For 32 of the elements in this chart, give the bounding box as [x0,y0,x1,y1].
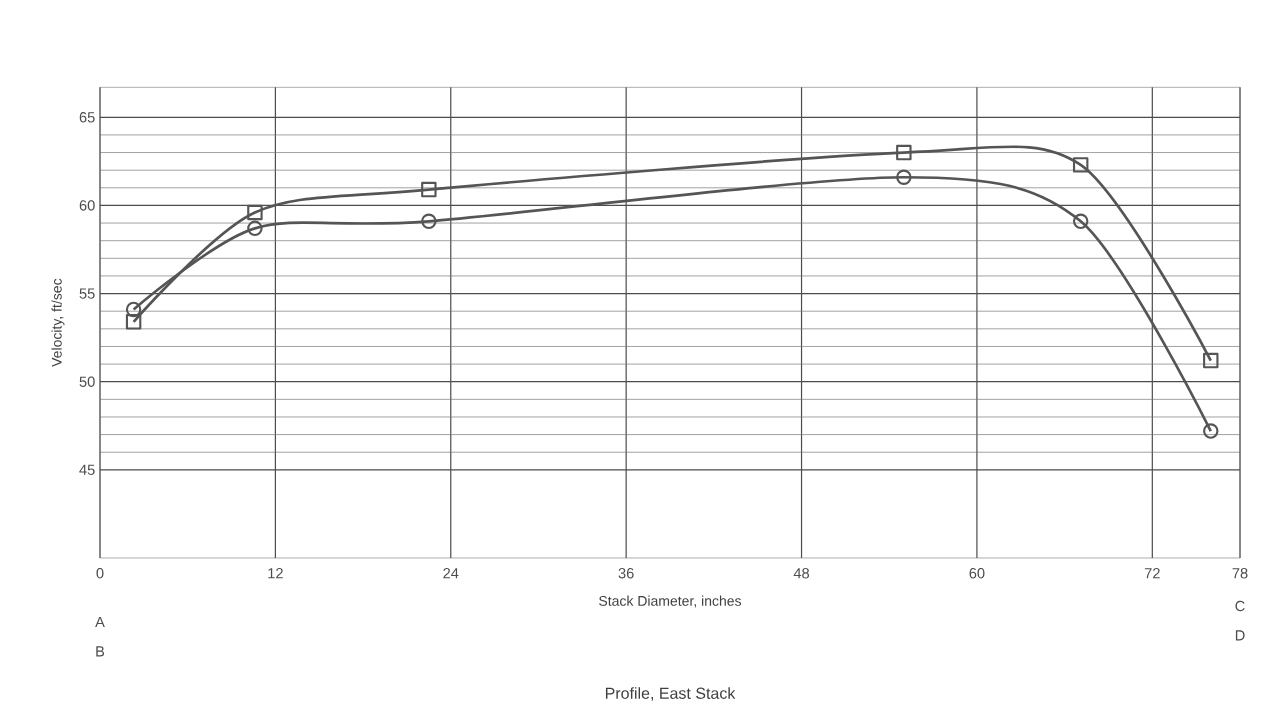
point [896,144,912,161]
y-axis-title: Velocity, ft/sec [51,278,65,367]
point [1203,423,1219,439]
text: A [95,616,105,628]
text: Profile, East Stack [605,687,736,701]
x-tick-label: 24 [443,568,459,579]
point [896,169,912,185]
point [1072,157,1089,173]
point [421,181,437,198]
y-tick-label: 55 [79,288,95,299]
x-tick-label: 60 [969,568,985,579]
y-tick-label: 45 [79,464,95,475]
x-tick-label: 36 [618,568,634,579]
text: B [96,646,105,657]
point [125,314,142,330]
text: C [1235,600,1245,612]
y-tick-label: 50 [79,376,95,387]
point [421,213,437,230]
x-tick-label: 12 [268,568,283,579]
text: D [1235,630,1245,641]
x-tick-label: 48 [793,568,810,579]
y-tick-label: 65 [79,112,95,123]
x-axis-title: Stack Diameter, inches [599,595,742,608]
point [1072,213,1089,230]
point [247,220,263,237]
x-tick-label: 78 [1232,568,1248,579]
x-tick-label: 0 [96,568,104,579]
point [247,204,263,221]
point [125,301,142,318]
point [1203,352,1219,369]
y-tick-label: 60 [79,200,95,211]
x-tick-label: 72 [1144,568,1160,579]
